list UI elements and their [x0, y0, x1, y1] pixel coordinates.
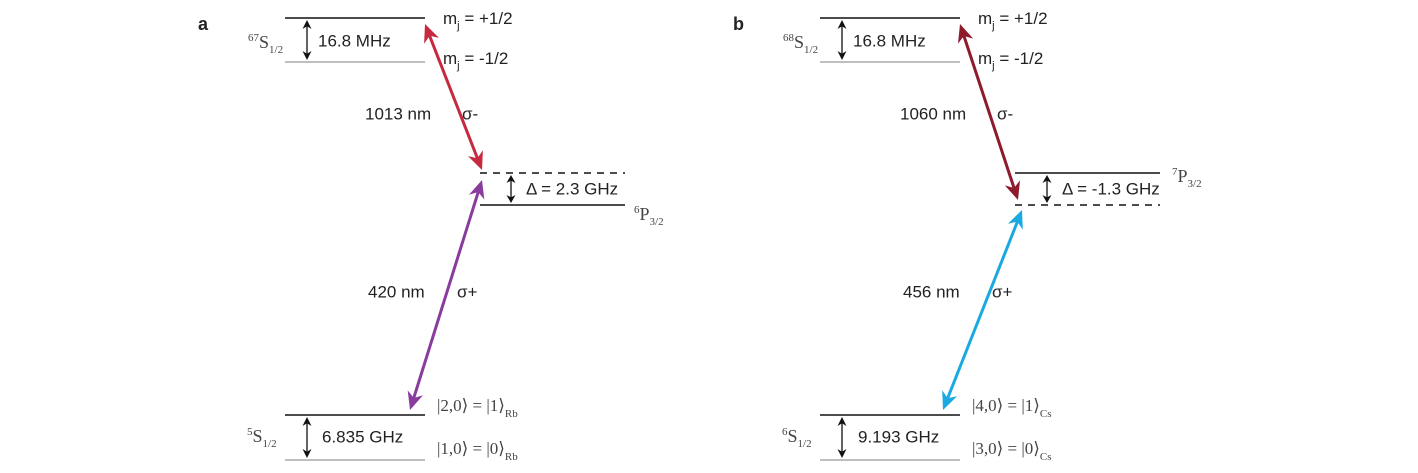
arrow-head	[1042, 195, 1052, 203]
detuning: Δ = 2.3 GHz	[526, 179, 618, 198]
arrow	[411, 189, 481, 401]
arrow	[427, 33, 480, 161]
arrow-head	[424, 24, 439, 44]
sub: j	[991, 60, 994, 72]
splitting: 16.8 MHz	[318, 31, 391, 50]
polarization: σ+	[992, 282, 1012, 301]
rest: = +1/2	[460, 9, 513, 28]
ket: |4,0⟩ = |1⟩	[972, 396, 1040, 415]
sub: j	[456, 20, 459, 32]
splitting: 6.835 GHz	[322, 427, 403, 446]
wavelength: 1013 nm	[365, 104, 431, 123]
arrow-head	[837, 417, 847, 426]
ket: |1,0⟩ = |0⟩	[437, 439, 505, 458]
symbol: m	[443, 9, 457, 28]
polarization: σ-	[997, 104, 1013, 123]
ground-state: 5S1/2	[247, 426, 277, 450]
main: S	[788, 426, 798, 446]
mj-label: mj = -1/2	[443, 49, 508, 71]
sub: Rb	[505, 408, 518, 420]
arrow-head	[837, 51, 847, 60]
arrow-head	[302, 449, 312, 458]
ket: |3,0⟩ = |0⟩	[972, 439, 1040, 458]
sub: Rb	[505, 451, 518, 463]
arrow-head	[837, 449, 847, 458]
sub: 1/2	[269, 44, 283, 56]
panel-label: b	[733, 14, 744, 34]
panel-label: a	[198, 14, 209, 34]
sub: Cs	[1040, 451, 1052, 463]
main: S	[259, 32, 269, 52]
wavelength: 456 nm	[903, 282, 960, 301]
splitting: 16.8 MHz	[853, 31, 926, 50]
ket-label: |4,0⟩ = |1⟩Cs	[972, 396, 1052, 420]
sub: 1/2	[263, 438, 277, 450]
symbol: m	[978, 49, 992, 68]
ground-state: 6S1/2	[782, 426, 812, 450]
sub: j	[991, 20, 994, 32]
arrow-head	[1004, 180, 1020, 200]
rest: = -1/2	[995, 49, 1044, 68]
sub: 1/2	[798, 438, 812, 450]
arrow-head	[837, 20, 847, 29]
main: P	[1178, 166, 1188, 186]
polarization: σ-	[462, 104, 478, 123]
sup: 68	[783, 32, 795, 44]
main: P	[640, 204, 650, 224]
sub: j	[456, 60, 459, 72]
arrow-head	[302, 417, 312, 426]
sub: 3/2	[650, 216, 664, 228]
mj-label: mj = +1/2	[443, 9, 513, 31]
sup: 5	[247, 426, 253, 438]
arrow-head	[942, 390, 958, 410]
sup: 67	[248, 32, 260, 44]
ket: |2,0⟩ = |1⟩	[437, 396, 505, 415]
wavelength: 420 nm	[368, 282, 425, 301]
sub: 1/2	[804, 44, 818, 56]
mj-label: mj = +1/2	[978, 9, 1048, 31]
arrow-head	[506, 195, 516, 203]
main: S	[253, 426, 263, 446]
arrow	[945, 219, 1020, 401]
rest: = -1/2	[460, 49, 509, 68]
arrow-head	[506, 175, 516, 183]
splitting: 9.193 GHz	[858, 427, 939, 446]
symbol: m	[443, 49, 457, 68]
wavelength: 1060 nm	[900, 104, 966, 123]
arrow-head	[407, 390, 423, 410]
main: S	[794, 32, 804, 52]
ket-label: |3,0⟩ = |0⟩Cs	[972, 439, 1052, 463]
arrow-head	[469, 180, 485, 200]
sup: 7	[1172, 166, 1178, 178]
arrow-head	[1007, 210, 1023, 230]
upper-state: 67S1/2	[248, 32, 283, 56]
sup: 6	[634, 204, 640, 216]
sub: 3/2	[1188, 178, 1202, 190]
intermediate-state: 6P3/2	[634, 204, 664, 228]
arrow	[961, 33, 1017, 191]
mj-label: mj = -1/2	[978, 49, 1043, 71]
ket-label: |1,0⟩ = |0⟩Rb	[437, 439, 518, 463]
rest: = +1/2	[995, 9, 1048, 28]
detuning: Δ = -1.3 GHz	[1062, 179, 1160, 198]
symbol: m	[978, 9, 992, 28]
ket-label: |2,0⟩ = |1⟩Rb	[437, 396, 518, 420]
sub: Cs	[1040, 408, 1052, 420]
arrow-head	[958, 24, 974, 44]
arrow-head	[468, 150, 483, 170]
polarization: σ+	[457, 282, 477, 301]
arrow-head	[302, 20, 312, 29]
intermediate-state: 7P3/2	[1172, 166, 1202, 190]
upper-state: 68S1/2	[783, 32, 818, 56]
arrow-head	[302, 51, 312, 60]
sup: 6	[782, 426, 788, 438]
arrow-head	[1042, 175, 1052, 183]
